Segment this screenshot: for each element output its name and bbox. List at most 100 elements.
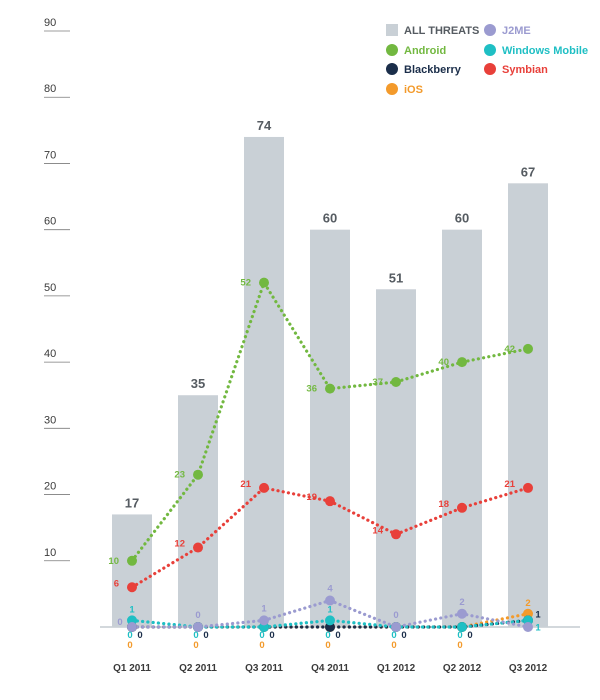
series-point xyxy=(259,277,269,288)
series-value-label: 21 xyxy=(240,479,251,490)
legend-label: Symbian xyxy=(502,64,548,76)
series-lines xyxy=(127,277,533,632)
series-value-label: 10 xyxy=(108,556,119,567)
windows-mobile-zero-label: 0 xyxy=(127,630,132,641)
series-value-label: 23 xyxy=(174,470,185,481)
series-value-label: 0 xyxy=(117,617,122,628)
bar xyxy=(244,136,284,627)
series-point xyxy=(457,608,467,619)
y-tick-label: 60 xyxy=(44,216,56,228)
series-value-label: 18 xyxy=(438,499,449,510)
ios-zero-label: 0 xyxy=(325,640,330,651)
series-value-label: 21 xyxy=(504,479,515,490)
y-tick-label: 20 xyxy=(44,481,56,493)
legend-swatch xyxy=(484,44,496,56)
y-tick-label: 40 xyxy=(44,348,56,360)
bar-value-label: 17 xyxy=(125,495,139,510)
blackberry-zero-label: 0 xyxy=(401,630,406,641)
series-point xyxy=(325,496,335,507)
blackberry-zero-label: 0 xyxy=(467,630,472,641)
series-value-label: 2 xyxy=(459,597,464,608)
blackberry-zero-label: 0 xyxy=(269,630,274,641)
series-value-label: 1 xyxy=(327,604,333,615)
bar-value-label: 60 xyxy=(323,211,337,226)
windows-mobile-zero-label: 0 xyxy=(259,630,264,641)
series-value-label: 1 xyxy=(261,603,267,614)
legend-label: Windows Mobile xyxy=(502,45,588,57)
legend-item-all-threats[interactable]: ALL THREATS xyxy=(386,24,479,37)
legend-item-ios[interactable]: iOS xyxy=(386,83,423,96)
series-value-label: 6 xyxy=(114,578,119,589)
ios-zero-label: 0 xyxy=(259,640,264,651)
bar-value-label: 74 xyxy=(257,118,272,133)
windows-mobile-zero-label: 0 xyxy=(193,630,198,641)
series-point xyxy=(457,357,467,368)
windows-mobile-zero-label: 0 xyxy=(391,630,396,641)
series-point xyxy=(325,615,335,626)
legend-swatch xyxy=(484,63,496,75)
y-tick-label: 30 xyxy=(44,414,56,426)
legend-item-j2me[interactable]: J2ME xyxy=(484,24,531,37)
y-tick-label: 80 xyxy=(44,83,56,95)
bar-value-label: 60 xyxy=(455,211,469,226)
x-tick-label: Q4 2011 xyxy=(311,663,349,674)
blackberry-zero-label: 0 xyxy=(203,630,208,641)
legend-item-symbian[interactable]: Symbian xyxy=(484,63,548,76)
bar xyxy=(376,289,416,627)
y-tick-label: 70 xyxy=(44,149,56,161)
series-point xyxy=(523,343,533,354)
bar-value-label: 67 xyxy=(521,164,535,179)
series-value-label: 37 xyxy=(372,377,383,388)
legend[interactable]: ALL THREATS J2ME Android Windows Mobile Blac… xyxy=(386,24,588,96)
series-value-label: 42 xyxy=(504,344,515,355)
series-point xyxy=(325,383,335,394)
windows-mobile-zero-label: 0 xyxy=(457,630,462,641)
bar xyxy=(178,395,218,627)
series-value-label: 4 xyxy=(327,584,333,595)
legend-label: ALL THREATS xyxy=(404,25,479,37)
bar xyxy=(112,514,152,627)
series-point xyxy=(259,615,269,626)
legend-label: iOS xyxy=(404,84,423,96)
legend-swatch xyxy=(386,24,398,36)
legend-label: Blackberry xyxy=(404,64,462,76)
series-value-label: 14 xyxy=(372,525,383,536)
series-value-label: 2 xyxy=(525,598,530,609)
x-tick-label: Q3 2012 xyxy=(509,663,548,674)
legend-swatch xyxy=(484,24,496,36)
x-tick-label: Q2 2012 xyxy=(443,663,482,674)
legend-item-android[interactable]: Android xyxy=(386,44,446,57)
ios-zero-label: 0 xyxy=(127,640,132,651)
ios-zero-label: 0 xyxy=(457,640,462,651)
legend-item-blackberry[interactable]: Blackberry xyxy=(386,63,462,76)
series-value-label: 0 xyxy=(393,610,398,621)
series-value-label: 52 xyxy=(240,278,251,289)
x-tick-label: Q3 2011 xyxy=(245,663,283,674)
bar xyxy=(508,183,548,628)
blackberry-zero-label: 0 xyxy=(137,630,142,641)
series-value-label: 36 xyxy=(306,384,317,395)
y-tick-label: 10 xyxy=(44,547,56,559)
series-value-label: 12 xyxy=(174,539,185,550)
bar xyxy=(442,229,482,627)
series-value-label: 40 xyxy=(438,357,449,368)
series-point xyxy=(259,482,269,493)
x-axis-labels: Q1 2011 Q2 2011 Q3 2011 Q4 2011 Q1 2012 Q2 20… xyxy=(113,663,548,674)
series-point xyxy=(457,622,467,632)
ios-zero-label: 0 xyxy=(193,640,198,651)
y-tick-label: 90 xyxy=(44,17,56,29)
ios-zero-label: 0 xyxy=(391,640,396,651)
series-point xyxy=(391,529,401,540)
series-point xyxy=(127,555,137,566)
legend-item-windows-mobile[interactable]: Windows Mobile xyxy=(484,44,588,57)
y-tick-label: 50 xyxy=(44,282,56,294)
series-point xyxy=(127,622,137,632)
windows-mobile-zero-label: 0 xyxy=(325,630,330,641)
legend-swatch xyxy=(386,83,398,95)
series-point xyxy=(391,622,401,632)
legend-swatch xyxy=(386,44,398,56)
series-value-label: 1 xyxy=(535,622,541,633)
x-tick-label: Q1 2011 xyxy=(113,663,151,674)
series-value-label: 0 xyxy=(195,610,200,621)
